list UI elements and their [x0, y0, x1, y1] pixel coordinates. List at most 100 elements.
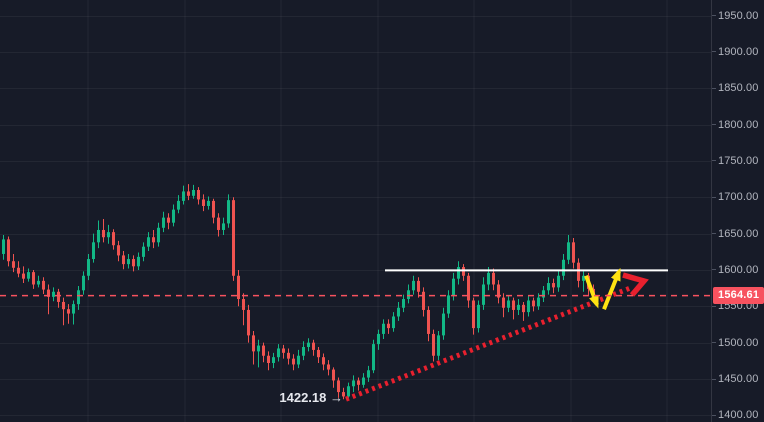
- down-candle: [512, 297, 515, 320]
- down-candle: [247, 304, 250, 343]
- down-candle: [502, 293, 505, 318]
- up-candle: [87, 253, 90, 281]
- down-candle: [317, 347, 320, 364]
- red-direction-chevron[interactable]: [622, 272, 649, 297]
- up-candle: [107, 224, 110, 244]
- up-candle: [307, 338, 310, 352]
- price-tick-label: 1700.00: [718, 191, 759, 204]
- down-candle: [572, 237, 575, 269]
- up-candle: [557, 269, 560, 292]
- up-candle: [297, 349, 300, 369]
- down-candle: [387, 319, 390, 334]
- down-candle: [322, 353, 325, 371]
- up-candle: [477, 300, 480, 333]
- down-candle: [212, 198, 215, 224]
- up-candle: [137, 252, 140, 270]
- up-candle: [72, 300, 75, 325]
- up-candle: [142, 242, 145, 262]
- up-candle: [402, 294, 405, 313]
- support-trendline[interactable]: [345, 285, 631, 402]
- down-candle: [432, 329, 435, 362]
- last-price-badge: 1564.61: [713, 287, 764, 305]
- down-candle: [117, 240, 120, 262]
- up-candle: [367, 365, 370, 382]
- candlestick-chart-canvas[interactable]: [0, 0, 712, 422]
- down-candle: [422, 287, 425, 317]
- price-axis[interactable]: 1564.61 1950.00 1900.00 1850.00 1800.00 1750…: [711, 0, 764, 422]
- up-candle: [82, 271, 85, 295]
- down-candle: [427, 306, 430, 342]
- up-candle: [172, 204, 175, 227]
- down-candle: [497, 280, 500, 304]
- down-candle: [7, 236, 10, 267]
- candle-series: [2, 184, 595, 400]
- down-candle: [312, 339, 315, 356]
- axis-tick-mark: [712, 124, 716, 126]
- down-candle: [132, 255, 135, 272]
- up-candle: [507, 296, 510, 313]
- up-candle: [272, 352, 275, 369]
- down-candle: [532, 297, 535, 312]
- down-candle: [292, 354, 295, 371]
- down-candle: [22, 266, 25, 284]
- down-candle: [47, 284, 50, 315]
- up-candle: [222, 217, 225, 236]
- down-candle: [197, 187, 200, 205]
- down-candle: [262, 342, 265, 363]
- up-candle: [157, 222, 160, 247]
- up-candle: [362, 373, 365, 388]
- up-candle: [97, 220, 100, 249]
- up-candle: [562, 253, 565, 281]
- low-price-annotation[interactable]: 1422.18 →: [279, 390, 343, 405]
- up-candle: [582, 271, 585, 292]
- axis-tick-mark: [712, 160, 716, 162]
- price-tick-label: 1750.00: [718, 154, 759, 167]
- up-candle: [457, 261, 460, 285]
- grid-lines: [0, 0, 712, 422]
- yellow-arrow-down[interactable]: [584, 275, 599, 309]
- axis-tick-mark: [712, 305, 716, 307]
- price-tick-label: 1950.00: [718, 9, 759, 22]
- up-candle: [192, 184, 195, 199]
- down-candle: [282, 344, 285, 359]
- down-candle: [342, 387, 345, 400]
- up-candle: [2, 235, 5, 260]
- price-tick-label: 1850.00: [718, 82, 759, 95]
- up-candle: [182, 185, 185, 205]
- up-candle: [437, 331, 440, 361]
- down-candle: [202, 194, 205, 212]
- down-candle: [287, 348, 290, 365]
- up-candle: [372, 339, 375, 374]
- down-candle: [232, 197, 235, 281]
- up-candle: [92, 233, 95, 263]
- down-candle: [462, 264, 465, 281]
- down-candle: [102, 219, 105, 243]
- up-candle: [162, 211, 165, 233]
- down-candle: [12, 253, 15, 273]
- down-candle: [42, 277, 45, 294]
- yellow-arrow-up[interactable]: [602, 267, 621, 310]
- down-candle: [152, 229, 155, 249]
- up-candle: [147, 232, 150, 252]
- up-candle: [567, 235, 570, 265]
- down-candle: [57, 288, 60, 308]
- down-candle: [217, 213, 220, 237]
- up-candle: [207, 196, 210, 210]
- down-candle: [472, 297, 475, 335]
- up-candle: [382, 319, 385, 340]
- up-candle: [257, 339, 260, 368]
- up-candle: [52, 287, 55, 302]
- price-tick-label: 1900.00: [718, 45, 759, 58]
- price-tick-label: 1800.00: [718, 118, 759, 131]
- up-candle: [547, 277, 550, 295]
- axis-tick-mark: [712, 378, 716, 380]
- price-tick-label: 1500.00: [718, 336, 759, 349]
- down-candle: [122, 251, 125, 270]
- down-candle: [112, 229, 115, 250]
- up-candle: [527, 296, 530, 317]
- up-candle: [27, 268, 30, 282]
- down-candle: [242, 293, 245, 326]
- axis-tick-mark: [712, 87, 716, 89]
- down-candle: [62, 297, 65, 326]
- chart-drawings[interactable]: [0, 267, 712, 402]
